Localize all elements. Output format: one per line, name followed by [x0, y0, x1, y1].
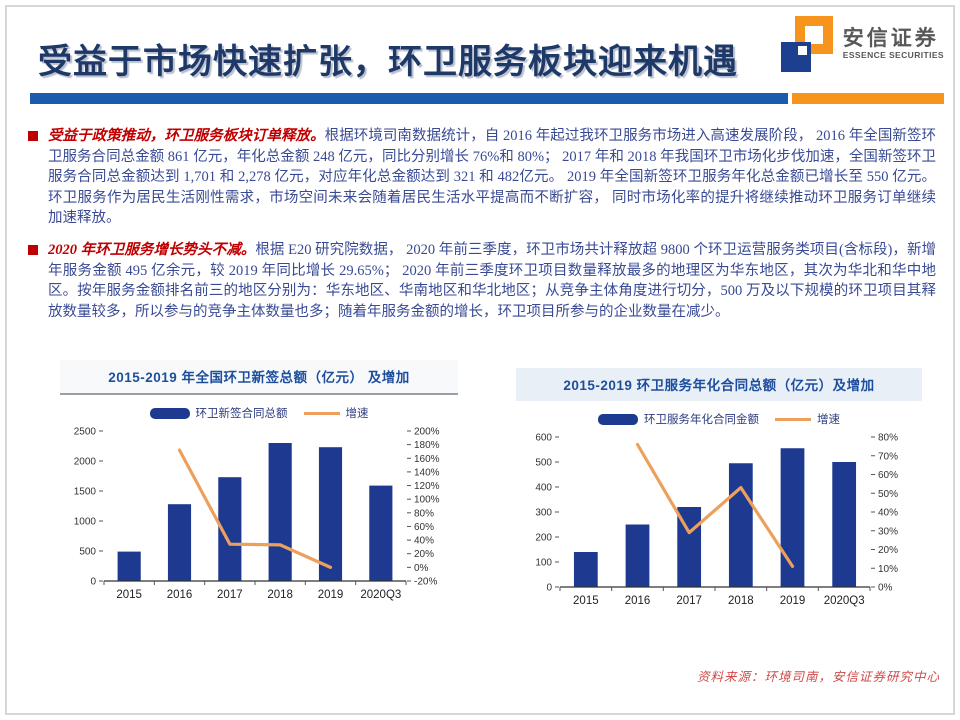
- bullet-square-icon: [28, 244, 38, 255]
- svg-text:600: 600: [535, 433, 552, 444]
- bullet-1-body: 根据环境司南数据统计，自 2016 年起过我环卫服务市场进入高速发展阶段， 20…: [48, 128, 937, 227]
- logo-name-cn: 安信证券: [842, 27, 939, 51]
- bullet-2-body: 根据 E20 研究院数据， 2020 年前三季度，环卫市场共计释放超 9800 …: [48, 241, 936, 320]
- svg-text:2015: 2015: [573, 595, 599, 607]
- svg-text:60%: 60%: [414, 522, 434, 533]
- chart-legend: 环卫新签合同总额 增速: [60, 405, 458, 421]
- company-logo: 安信证券 ESSENCE SECURITIES: [779, 14, 944, 74]
- legend-line-swatch-icon: [303, 411, 340, 415]
- legend-line-item: 增速: [775, 411, 840, 427]
- chart-title: 2015-2019 年全国环卫新签总额（亿元） 及增加: [60, 360, 458, 395]
- svg-text:2019: 2019: [318, 589, 344, 601]
- header-orange-divider: [792, 93, 944, 104]
- legend-bar-swatch-icon: [149, 407, 190, 419]
- svg-text:0%: 0%: [878, 583, 893, 594]
- svg-text:100: 100: [535, 558, 552, 569]
- svg-text:0%: 0%: [414, 563, 429, 574]
- svg-text:40%: 40%: [878, 508, 898, 519]
- svg-text:120%: 120%: [414, 481, 440, 492]
- legend-line-label: 增速: [817, 414, 840, 426]
- logo-name-en: ESSENCE SECURITIES: [842, 50, 944, 61]
- svg-text:30%: 30%: [878, 526, 898, 537]
- page-title: 受益于市场快速扩张，环卫服务板块迎来机遇: [38, 43, 738, 81]
- svg-text:2016: 2016: [625, 595, 651, 607]
- svg-text:180%: 180%: [414, 440, 440, 451]
- svg-text:60%: 60%: [878, 470, 898, 481]
- bullet-paragraph-2: 2020 年环卫服务增长势头不减。根据 E20 研究院数据， 2020 年前三季…: [28, 240, 936, 322]
- svg-text:160%: 160%: [414, 454, 440, 465]
- legend-line-swatch-icon: [775, 417, 811, 421]
- body-content: 受益于政策推动，环卫服务板块订单释放。根据环境司南数据统计，自 2016 年起过…: [28, 126, 936, 333]
- svg-text:2019: 2019: [780, 595, 806, 607]
- svg-text:20%: 20%: [878, 545, 898, 556]
- svg-text:80%: 80%: [414, 508, 434, 519]
- bullet-1-lead: 受益于政策推动，环卫服务板块订单释放。: [48, 128, 325, 144]
- svg-text:-20%: -20%: [414, 577, 437, 588]
- logo-orange-square: [794, 16, 833, 54]
- svg-text:2015: 2015: [116, 589, 142, 601]
- svg-text:2020Q3: 2020Q3: [360, 589, 401, 601]
- bullet-square-icon: [28, 131, 38, 141]
- legend-line-item: 增速: [303, 405, 369, 421]
- svg-text:500: 500: [535, 458, 552, 469]
- svg-text:140%: 140%: [414, 467, 440, 478]
- slide-border: [5, 5, 955, 715]
- bullet-paragraph-1: 受益于政策推动，环卫服务板块订单释放。根据环境司南数据统计，自 2016 年起过…: [28, 126, 936, 229]
- svg-text:300: 300: [535, 508, 552, 519]
- legend-bar-label: 环卫新签合同总额: [195, 408, 288, 420]
- bullet-2-lead: 2020 年环卫服务增长势头不减。: [48, 241, 256, 258]
- legend-line-label: 增速: [345, 408, 369, 420]
- legend-bar-swatch-icon: [598, 413, 638, 425]
- svg-text:1500: 1500: [74, 487, 97, 498]
- svg-text:2500: 2500: [74, 427, 97, 438]
- svg-text:2000: 2000: [74, 457, 97, 468]
- legend-bar-item: 环卫新签合同总额: [149, 405, 288, 421]
- svg-text:500: 500: [79, 547, 96, 558]
- chart-annualized-contracts: 2015-2019 环卫服务年化合同总额（亿元）及增加 环卫服务年化合同金额 增…: [516, 368, 922, 613]
- svg-text:200%: 200%: [414, 427, 440, 438]
- svg-text:200: 200: [535, 533, 552, 544]
- svg-text:1000: 1000: [74, 517, 97, 528]
- svg-text:80%: 80%: [878, 433, 898, 444]
- svg-text:2016: 2016: [167, 589, 193, 601]
- bar-line-chart: 0 100 200 300 400 500 600 0% 10% 20% 30% 40% 50% 60% 7…: [535, 433, 898, 608]
- bar-line-chart: 0 500 1000 1500 2000 2500 -20% 0% 20% 40% 60% 80% 10…: [74, 427, 440, 602]
- svg-text:0: 0: [90, 577, 96, 588]
- svg-text:400: 400: [535, 483, 552, 494]
- svg-text:0: 0: [546, 583, 552, 594]
- legend-bar-label: 环卫服务年化合同金额: [644, 414, 759, 426]
- bullet-2-text: 2020 年环卫服务增长势头不减。根据 E20 研究院数据， 2020 年前三季…: [48, 240, 936, 322]
- bullet-1-text: 受益于政策推动，环卫服务板块订单释放。根据环境司南数据统计，自 2016 年起过…: [48, 126, 936, 229]
- chart-legend: 环卫服务年化合同金额 增速: [516, 411, 922, 427]
- svg-text:50%: 50%: [878, 489, 898, 500]
- svg-text:2018: 2018: [267, 589, 293, 601]
- chart-title: 2015-2019 环卫服务年化合同总额（亿元）及增加: [516, 368, 922, 401]
- header-blue-divider: [30, 93, 788, 104]
- chart-new-contracts: 2015-2019 年全国环卫新签总额（亿元） 及增加 环卫新签合同总额 增速 …: [60, 360, 458, 607]
- logo-navy-square: [780, 42, 811, 72]
- svg-text:10%: 10%: [878, 564, 898, 575]
- svg-text:2018: 2018: [728, 595, 754, 607]
- svg-text:2020Q3: 2020Q3: [824, 595, 865, 607]
- svg-text:100%: 100%: [414, 495, 440, 506]
- source-note: 资料来源：环境司南，安信证券研究中心: [696, 670, 940, 684]
- svg-text:20%: 20%: [414, 549, 434, 560]
- svg-text:70%: 70%: [878, 451, 898, 462]
- svg-text:40%: 40%: [414, 536, 434, 547]
- logo-text: 安信证券 ESSENCE SECURITIES: [843, 27, 944, 61]
- essence-securities-logo-icon: [779, 14, 835, 74]
- legend-bar-item: 环卫服务年化合同金额: [598, 411, 759, 427]
- svg-text:2017: 2017: [217, 589, 243, 601]
- svg-text:2017: 2017: [676, 595, 702, 607]
